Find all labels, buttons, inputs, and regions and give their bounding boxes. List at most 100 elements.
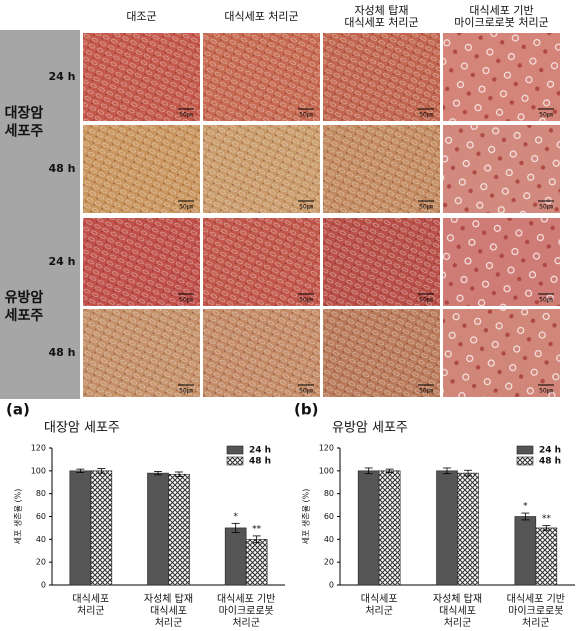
chart-title: 대장암 세포주 xyxy=(44,421,120,436)
bar xyxy=(168,473,190,586)
significance-label: ** xyxy=(252,524,262,534)
panel-label: (a) xyxy=(6,401,30,419)
bar xyxy=(90,470,113,586)
micrograph-texture xyxy=(323,33,440,121)
error-bar xyxy=(464,469,472,477)
legend-label: 24 h xyxy=(539,446,561,456)
x-tick-label: 대식세포 기반 마이크로로봇 처리군 xyxy=(507,593,565,629)
error-bar xyxy=(364,467,373,475)
scale-bar-label: 50㎛ xyxy=(299,388,313,396)
y-tick-label: 80 xyxy=(324,489,334,498)
y-tick-label: 100 xyxy=(31,466,46,475)
column-header: 자성체 탑재 대식세포 처리군 xyxy=(344,4,418,29)
y-tick-label: 20 xyxy=(36,558,46,567)
scale-bar-label: 50㎛ xyxy=(299,112,313,120)
error-bar xyxy=(542,525,551,531)
bar xyxy=(357,470,380,586)
error-bar xyxy=(252,535,261,544)
y-axis-label: 세포 생존율 (%) xyxy=(13,489,23,545)
column-header: 대조군 xyxy=(126,10,156,23)
bar xyxy=(69,470,92,586)
x-tick-label: 대식세포 처리군 xyxy=(361,593,398,617)
y-tick-label: 60 xyxy=(324,512,334,521)
group-label-bg xyxy=(0,215,80,399)
x-tick-label: 대식세포 기반 마이크로로봇 처리군 xyxy=(217,593,275,629)
row-label: 48 h xyxy=(49,346,76,359)
y-tick-label: 40 xyxy=(36,535,46,544)
scale-bar-label: 50㎛ xyxy=(539,297,553,305)
bar xyxy=(147,472,169,586)
error-bar xyxy=(154,471,162,476)
y-tick-label: 20 xyxy=(324,558,334,567)
scale-bar-label: 50㎛ xyxy=(419,112,433,120)
legend-swatch xyxy=(226,456,244,466)
scale-bar-label: 50㎛ xyxy=(299,297,313,305)
bar xyxy=(457,472,479,586)
micrograph-texture xyxy=(443,218,560,306)
micrograph-grid: 대조군 대식세포 처리군 자성체 탑재 대식세포 처리군 대식세포 기반 마이크로로봇 처… xyxy=(0,4,560,399)
error-bar xyxy=(443,467,451,475)
micrograph-texture xyxy=(203,125,320,213)
micrograph-texture xyxy=(443,125,560,213)
column-header: 대식세포 기반 마이크로로봇 처리군 xyxy=(454,4,549,29)
micrograph-texture xyxy=(83,125,200,213)
scale-bar-label: 50㎛ xyxy=(179,204,193,212)
error-bar xyxy=(521,512,530,521)
y-tick-label: 80 xyxy=(36,489,46,498)
significance-label: * xyxy=(523,502,528,512)
micrograph-texture xyxy=(203,309,320,397)
legend-swatch xyxy=(226,445,244,455)
micrograph-texture xyxy=(203,218,320,306)
error-bar xyxy=(76,468,85,473)
significance-label: * xyxy=(233,512,238,522)
legend-swatch xyxy=(516,445,534,455)
group-label: 유방암 세포주 xyxy=(5,289,44,324)
micrograph-texture xyxy=(83,309,200,397)
micrograph-texture xyxy=(443,309,560,397)
legend-label: 24 h xyxy=(249,446,271,456)
scale-bar-label: 50㎛ xyxy=(179,112,193,120)
micrograph-texture xyxy=(443,33,560,121)
bar xyxy=(535,527,558,586)
bar xyxy=(224,527,247,586)
x-tick-label: 자성체 탑재 대식세포 처리군 xyxy=(144,593,193,629)
row-label: 24 h xyxy=(49,255,76,268)
micrograph-texture xyxy=(323,218,440,306)
scale-bar-label: 50㎛ xyxy=(419,204,433,212)
y-tick-label: 120 xyxy=(31,444,46,453)
y-tick-label: 120 xyxy=(319,444,334,453)
y-axis-label: 세포 생존율 (%) xyxy=(301,489,311,545)
y-tick-label: 0 xyxy=(41,581,46,590)
scale-bar-label: 50㎛ xyxy=(419,297,433,305)
column-header: 대식세포 처리군 xyxy=(224,10,298,23)
y-tick-label: 40 xyxy=(324,535,334,544)
legend-label: 48 h xyxy=(539,457,561,467)
row-label: 24 h xyxy=(49,70,76,83)
scale-bar-label: 50㎛ xyxy=(419,388,433,396)
micrograph-texture xyxy=(203,33,320,121)
micrograph-texture xyxy=(83,218,200,306)
x-tick-label: 자성체 탑재 대식세포 처리군 xyxy=(433,593,482,629)
x-tick-label: 대식세포 처리군 xyxy=(72,593,109,617)
error-bar xyxy=(175,471,183,477)
bar xyxy=(436,470,458,586)
error-bar xyxy=(385,468,394,473)
scale-bar-label: 50㎛ xyxy=(539,112,553,120)
scale-bar-label: 50㎛ xyxy=(179,388,193,396)
error-bar xyxy=(231,522,240,533)
group-label: 대장암 세포주 xyxy=(5,105,44,140)
scale-bar-label: 50㎛ xyxy=(539,388,553,396)
chart-title: 유방암 세포주 xyxy=(332,421,408,436)
y-tick-label: 0 xyxy=(329,581,334,590)
y-tick-label: 100 xyxy=(319,466,334,475)
micrograph-texture xyxy=(83,33,200,121)
bar xyxy=(378,470,401,586)
scale-bar-label: 50㎛ xyxy=(539,204,553,212)
scale-bar-label: 50㎛ xyxy=(299,204,313,212)
scale-bar-label: 50㎛ xyxy=(179,297,193,305)
group-label-bg xyxy=(0,30,80,215)
significance-label: ** xyxy=(542,514,552,524)
row-label: 48 h xyxy=(49,162,76,175)
